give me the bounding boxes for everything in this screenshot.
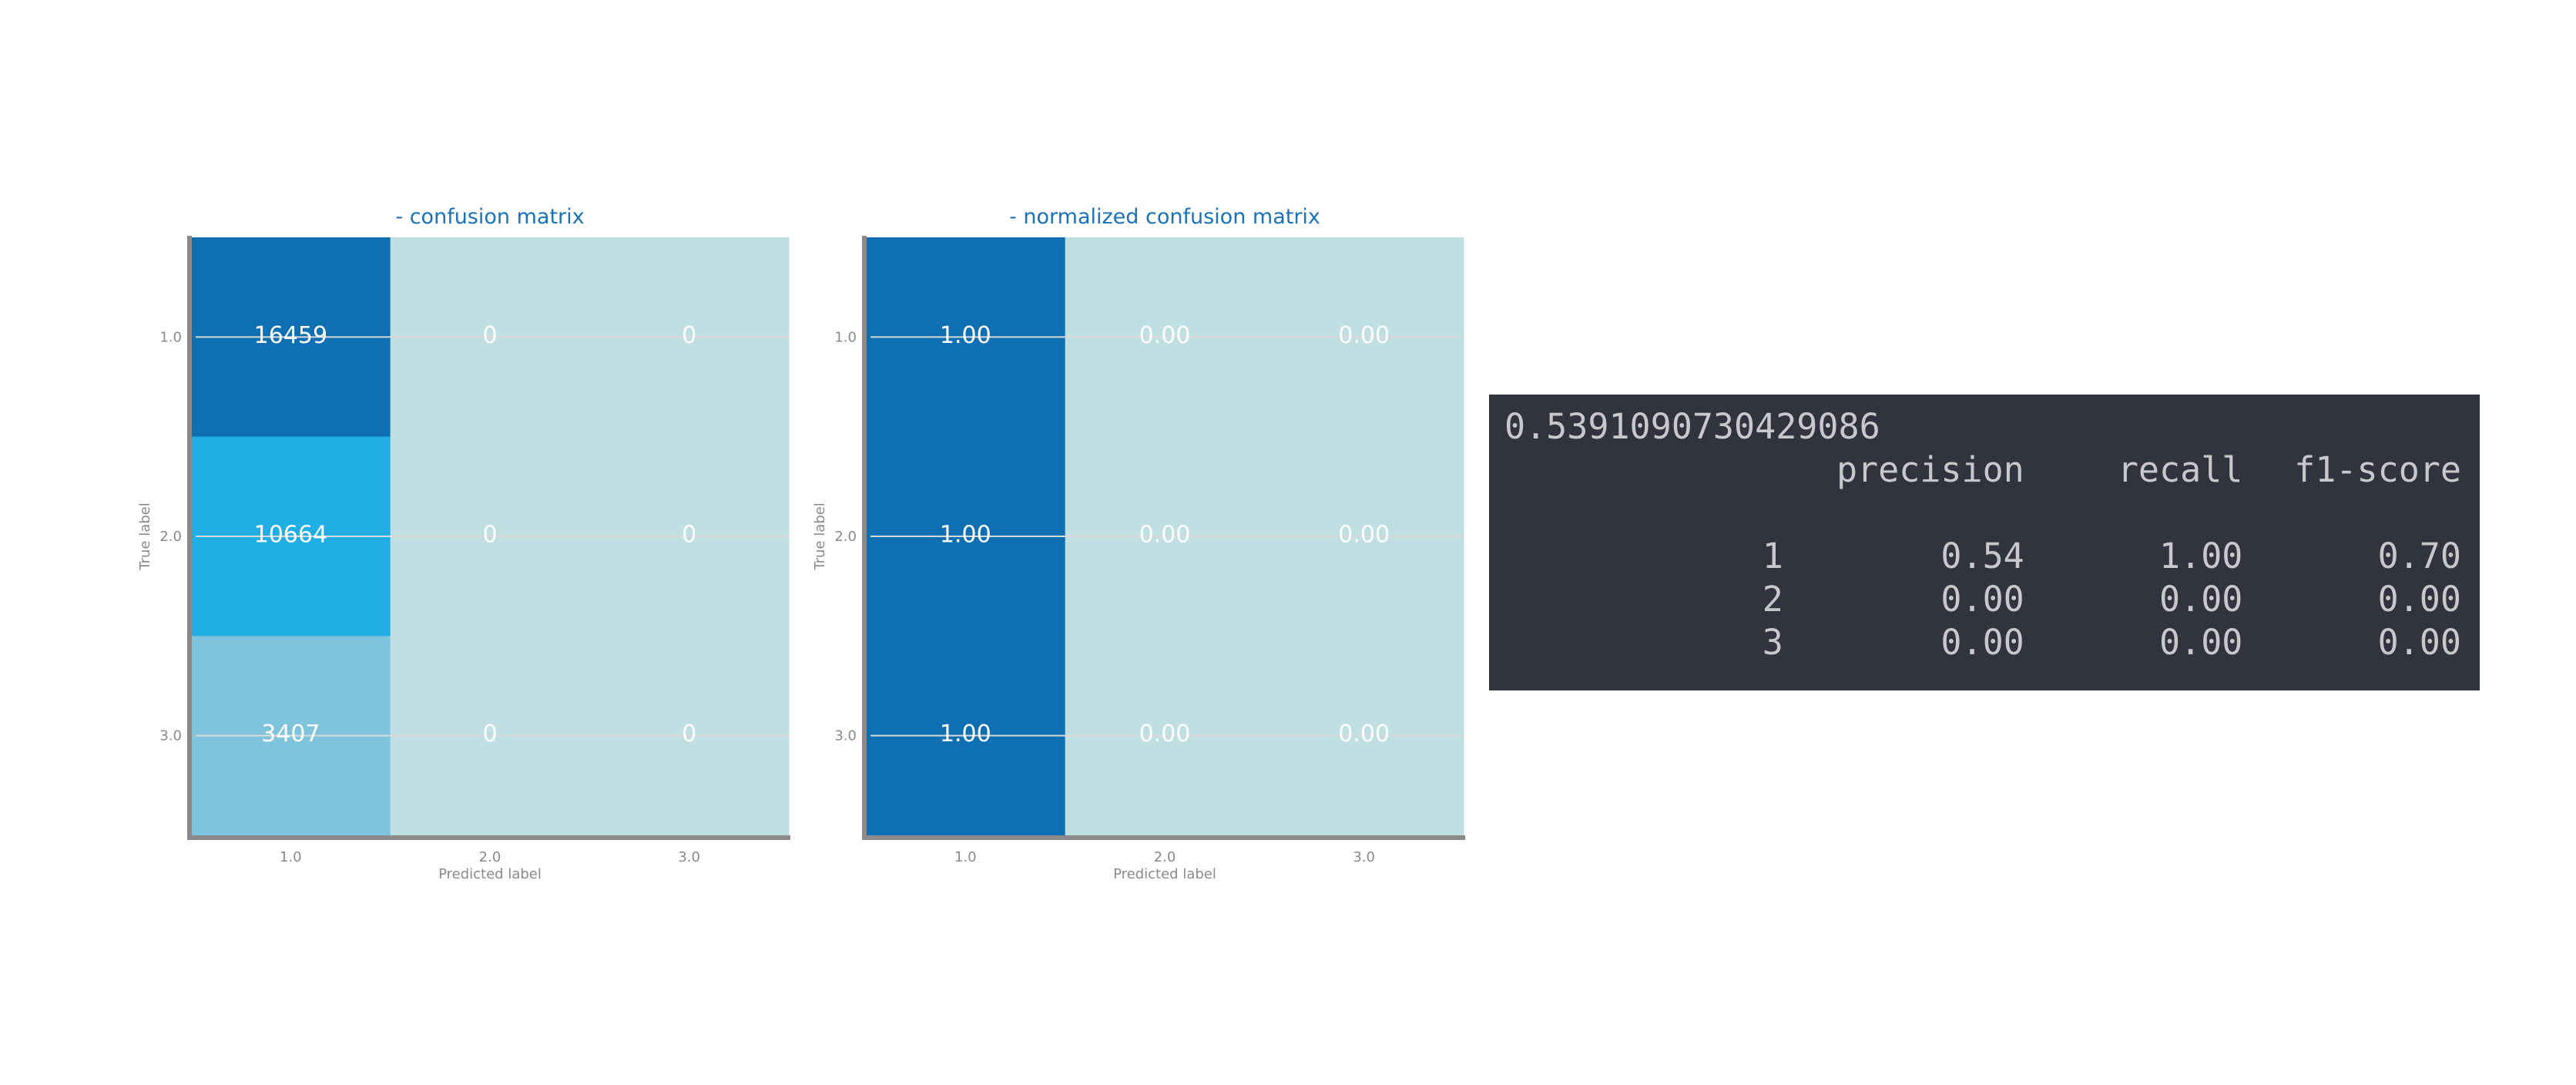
cell-value-label: 1.00 xyxy=(940,322,991,349)
report-row: 3 0.00 0.00 0.00 xyxy=(1504,621,2461,664)
cell-value-label: 16459 xyxy=(254,322,327,349)
y-tick-label: 3.0 xyxy=(159,728,182,744)
cell-value-label: 0 xyxy=(482,522,497,549)
precision-value: 0.00 xyxy=(1940,579,2024,620)
cell-value-label: 1.00 xyxy=(940,721,991,747)
x-axis-label: Predicted label xyxy=(1113,866,1216,882)
chart-title: - confusion matrix xyxy=(395,205,584,229)
classification-report: 0.5391090730429086 precision recall f1-s… xyxy=(1489,395,2480,690)
x-tick-label: 2.0 xyxy=(1154,849,1176,865)
precision-value: 0.00 xyxy=(1940,622,2024,663)
cell-value-label: 0 xyxy=(482,322,497,349)
x-tick-label: 3.0 xyxy=(1353,849,1375,865)
y-axis-label: True label xyxy=(812,502,828,571)
cell-value-label: 0.00 xyxy=(1338,522,1390,549)
class-label: 2 xyxy=(1762,579,1783,620)
x-axis-label: Predicted label xyxy=(438,866,542,882)
charts-canvas: 16459 0 0 10664 0 0 3407 0 0 1.0 2.0 3.0 1.0 2.0 3.0 Pr… xyxy=(137,205,1465,882)
cell-value-label: 3407 xyxy=(261,721,320,747)
y-tick-label: 2.0 xyxy=(834,529,857,545)
x-tick-label: 1.0 xyxy=(954,849,977,865)
report-header-row: precision recall f1-score xyxy=(1504,448,2461,492)
y-tick-label: 3.0 xyxy=(834,728,857,744)
precision-value: 0.54 xyxy=(1940,536,2024,576)
cell-value-label: 0.00 xyxy=(1338,322,1390,349)
header-recall: recall xyxy=(2117,449,2243,490)
class-label: 1 xyxy=(1762,536,1783,576)
f1-value: 0.70 xyxy=(2377,536,2461,576)
cell-value-label: 0.00 xyxy=(1139,721,1191,747)
report-row: 1 0.54 1.00 0.70 xyxy=(1504,535,2461,578)
y-axis-label: True label xyxy=(137,502,153,571)
y-tick-label: 1.0 xyxy=(159,329,182,345)
cell-value-label: 0 xyxy=(682,322,696,349)
x-tick-label: 2.0 xyxy=(479,849,501,865)
recall-value: 1.00 xyxy=(2159,536,2243,576)
y-tick-label: 1.0 xyxy=(834,329,857,345)
cell-value-label: 0.00 xyxy=(1139,522,1191,549)
f1-value: 0.00 xyxy=(2377,579,2461,620)
x-tick-label: 1.0 xyxy=(280,849,302,865)
cell-value-label: 0.00 xyxy=(1338,721,1390,747)
accuracy-value: 0.5391090730429086 xyxy=(1504,406,1880,447)
class-label: 3 xyxy=(1762,622,1783,663)
cell-value-label: 0.00 xyxy=(1139,322,1191,349)
cell-value-label: 0 xyxy=(482,721,497,747)
recall-value: 0.00 xyxy=(2159,622,2243,663)
cell-value-label: 0 xyxy=(682,522,696,549)
cell-value-label: 10664 xyxy=(254,522,327,549)
header-f1-score: f1-score xyxy=(2294,449,2461,490)
cell-value-label: 0 xyxy=(682,721,696,747)
header-precision: precision xyxy=(1836,449,2024,490)
report-row: 2 0.00 0.00 0.00 xyxy=(1504,578,2461,621)
chart-title: - normalized confusion matrix xyxy=(1009,205,1320,229)
y-tick-label: 2.0 xyxy=(159,529,182,545)
recall-value: 0.00 xyxy=(2159,579,2243,620)
cell-value-label: 1.00 xyxy=(940,522,991,549)
f1-value: 0.00 xyxy=(2377,622,2461,663)
x-tick-label: 3.0 xyxy=(678,849,700,865)
